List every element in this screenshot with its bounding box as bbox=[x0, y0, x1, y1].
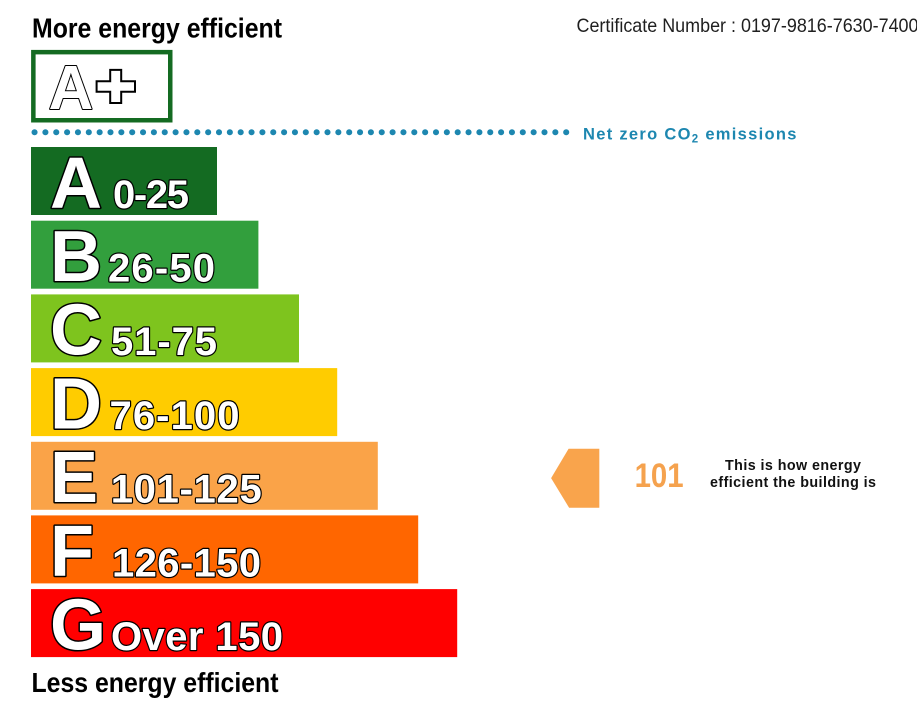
svg-text:Less energy efficient: Less energy efficient bbox=[32, 667, 279, 698]
svg-text:B: B bbox=[50, 217, 102, 297]
svg-text:This is how energy: This is how energy bbox=[725, 458, 861, 474]
svg-text:More energy efficient: More energy efficient bbox=[32, 13, 282, 44]
svg-text:Certificate Number : 0197-9816: Certificate Number : 0197-9816-7630-7400 bbox=[577, 15, 917, 37]
svg-text:101-125: 101-125 bbox=[111, 468, 262, 512]
svg-text:0-25: 0-25 bbox=[113, 173, 189, 217]
svg-text:Net zero CO2 emissions: Net zero CO2 emissions bbox=[583, 126, 798, 146]
svg-text:A: A bbox=[50, 143, 102, 223]
svg-text:126-150: 126-150 bbox=[112, 541, 261, 585]
svg-text:76-100: 76-100 bbox=[110, 394, 240, 438]
svg-text:101: 101 bbox=[635, 457, 684, 495]
svg-text:C: C bbox=[50, 291, 102, 371]
svg-text:E: E bbox=[50, 438, 98, 518]
svg-text:26-50: 26-50 bbox=[108, 247, 215, 291]
svg-text:efficient the building is: efficient the building is bbox=[710, 475, 876, 491]
svg-text:D: D bbox=[50, 364, 102, 444]
svg-text:F: F bbox=[50, 512, 94, 592]
svg-text:51-75: 51-75 bbox=[111, 320, 217, 364]
svg-text:A: A bbox=[49, 54, 94, 123]
svg-text:G: G bbox=[50, 586, 106, 666]
svg-text:Over 150: Over 150 bbox=[111, 615, 283, 659]
